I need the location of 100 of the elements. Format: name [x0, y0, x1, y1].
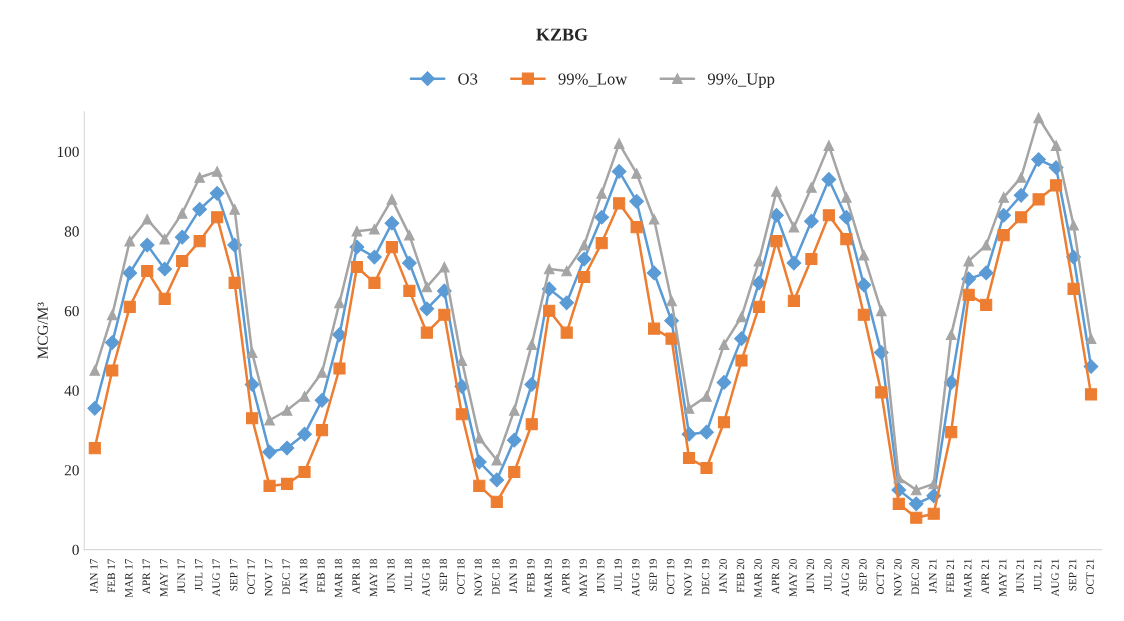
point: [1032, 193, 1045, 206]
point: [962, 288, 975, 301]
point: [648, 322, 661, 335]
point: [281, 404, 293, 416]
y-tick-label: 100: [57, 146, 79, 158]
point: [334, 297, 345, 309]
x-tick-label: FEB 20: [736, 559, 745, 593]
point: [858, 249, 870, 261]
point: [490, 495, 503, 508]
x-tick-label: MAR 21: [964, 559, 972, 598]
point: [822, 209, 835, 222]
point: [753, 255, 765, 267]
point: [421, 281, 433, 293]
point: [87, 400, 103, 416]
point: [945, 426, 958, 439]
point: [1085, 333, 1097, 345]
x-tick-label: APR 19: [562, 559, 570, 595]
point: [770, 235, 783, 248]
point: [299, 390, 310, 402]
x-tick-label: MAY 21: [998, 559, 1007, 597]
point: [560, 326, 573, 339]
x-tick-label: FEB 17: [107, 558, 115, 593]
point: [263, 479, 276, 492]
point: [945, 329, 957, 341]
point: [629, 193, 644, 209]
point: [104, 335, 120, 351]
point: [735, 354, 748, 367]
x-tick-label: OCT 21: [1086, 559, 1094, 595]
point: [823, 140, 835, 151]
point: [404, 229, 415, 241]
point: [908, 496, 924, 512]
point: [246, 347, 258, 358]
x-tick-label: AUG 18: [422, 559, 430, 597]
x-tick-label: DEC 17: [282, 558, 290, 595]
point: [963, 255, 975, 267]
point: [701, 390, 712, 402]
point: [158, 292, 171, 305]
point: [578, 239, 590, 251]
x-tick-label: APR 17: [142, 558, 150, 595]
x-tick-label: JUL 19: [614, 559, 622, 591]
x-tick-label: SEP 20: [859, 559, 867, 591]
point: [788, 221, 800, 233]
point: [209, 185, 225, 201]
point: [473, 432, 485, 444]
point: [176, 207, 188, 219]
point: [386, 193, 398, 205]
point: [838, 209, 854, 225]
point: [1050, 140, 1062, 151]
x-tick-label: JAN 17: [90, 558, 98, 593]
x-tick-label: JUL 20: [824, 559, 832, 591]
x-tick-label: MAY 20: [789, 559, 797, 597]
point: [332, 327, 347, 343]
point: [700, 461, 713, 475]
point: [211, 166, 223, 177]
point: [525, 418, 538, 431]
point: [595, 237, 608, 250]
point: [927, 507, 940, 520]
point: [333, 362, 346, 375]
point: [262, 444, 277, 460]
x-tick-label: JUN 21: [1016, 559, 1024, 593]
point: [787, 294, 800, 307]
x-tick-label: SEP 18: [439, 559, 448, 591]
point: [648, 213, 660, 225]
point: [611, 164, 627, 179]
x-tick-label: MAR 17: [125, 558, 133, 598]
x-tick-label: JAN 19: [509, 559, 518, 593]
x-tick-label: MAY 18: [369, 559, 378, 597]
point: [438, 261, 450, 273]
x-tick-label: OCT 18: [457, 559, 465, 595]
x-tick-label: NOV 19: [684, 559, 692, 597]
x-tick-label: DEC 20: [911, 559, 920, 595]
x-tick-label: JUN 17: [177, 558, 185, 593]
point: [1084, 388, 1098, 401]
x-tick-label: AUG 20: [841, 559, 850, 597]
point: [280, 477, 294, 490]
point: [385, 241, 398, 254]
point: [752, 300, 766, 313]
point: [403, 284, 416, 297]
point: [1067, 282, 1080, 295]
point: [473, 479, 486, 492]
point: [996, 207, 1012, 223]
point: [350, 260, 364, 274]
point: [718, 339, 730, 350]
x-tick-label: MAY 19: [579, 559, 587, 597]
point: [526, 339, 538, 350]
point: [594, 209, 610, 225]
point: [1068, 219, 1079, 231]
point: [978, 265, 994, 281]
point: [699, 424, 714, 440]
point: [980, 298, 993, 311]
point: [524, 377, 540, 392]
point: [717, 416, 731, 429]
point: [438, 308, 451, 321]
x-tick-label: JUL 18: [404, 559, 413, 591]
x-tick-label: JAN 18: [299, 559, 308, 593]
x-tick-label: SEP 17: [229, 558, 238, 591]
x-tick-label: FEB 19: [527, 559, 535, 593]
x-tick-label: APR 20: [771, 559, 780, 595]
point: [106, 309, 118, 321]
point: [631, 168, 642, 179]
